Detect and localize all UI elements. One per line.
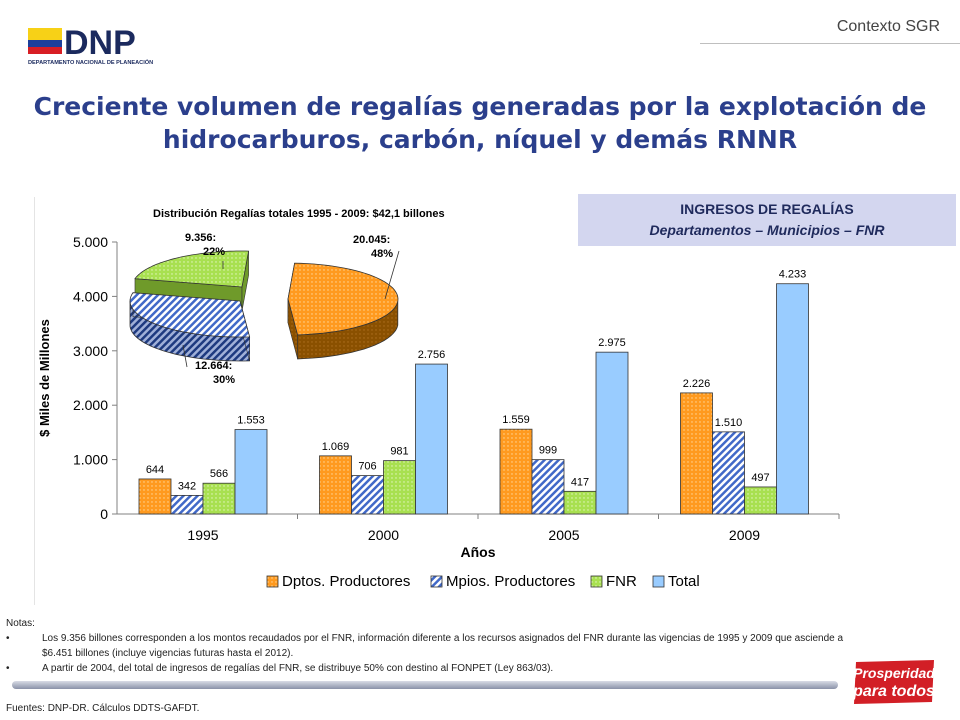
ingresos-subtitle: Departamentos – Municipios – FNR (649, 222, 885, 238)
pie-slice-value: 20.045: (353, 234, 390, 246)
y-tick-label: 3.000 (73, 343, 108, 359)
bar-data-label: 706 (358, 461, 376, 473)
legend-swatch (266, 575, 279, 588)
bar-total (415, 363, 448, 515)
bar-fnr (744, 486, 777, 515)
bar-dptos-productores (680, 392, 713, 515)
title-line-2: hidrocarburos, carbón, níquel y demás RN… (162, 125, 798, 154)
bar-mpios-productores (170, 494, 204, 515)
legend-swatch (652, 575, 665, 588)
y-tick-label: 4.000 (73, 288, 108, 304)
pie-slice-percent: 30% (213, 374, 235, 386)
bar-data-label: 1.553 (237, 415, 265, 427)
x-tick-label: 1995 (187, 527, 218, 543)
bar-fnr (383, 460, 416, 515)
x-axis-label: Años (461, 544, 496, 560)
note-text: Los 9.356 billones corresponden a los mo… (42, 633, 844, 659)
legend-swatch (430, 575, 443, 588)
prosperidad-logo: Prosperidad para todos (852, 660, 935, 704)
logo-text: DNP (64, 24, 136, 62)
bar-data-label: 999 (539, 445, 557, 457)
page-title: Creciente volumen de regalías generadas … (30, 90, 930, 156)
bar-data-label: 2.756 (418, 349, 446, 361)
y-tick-label: 1.000 (73, 452, 108, 468)
bar-dptos-productores (138, 478, 172, 515)
section-label: Contexto SGR (836, 18, 940, 35)
title-line-1: Creciente volumen de regalías generadas … (33, 92, 927, 121)
section-divider (700, 43, 960, 44)
bar-data-label: 981 (390, 446, 408, 458)
chart-area: 0 1.000 2.000 3.000 4.000 5.000 $ Miles de Mil… (34, 197, 840, 605)
regalias-chart: 0 1.000 2.000 3.000 4.000 5.000 $ Miles de Mil… (37, 208, 840, 590)
ingresos-title: INGRESOS DE REGALÍAS (680, 201, 854, 217)
pie-title: Distribución Regalías totales 1995 - 200… (153, 208, 445, 220)
note-item: • A partir de 2004, del total de ingresos… (6, 661, 866, 676)
bar-dptos-productores (499, 428, 533, 515)
bar-total (234, 429, 268, 515)
pie-slice (129, 292, 251, 338)
y-tick-label: 0 (100, 506, 108, 522)
y-tick-label: 5.000 (73, 234, 108, 250)
bar-fnr (202, 482, 236, 515)
note-bullet: • (6, 663, 10, 674)
legend-label: Dptos. Productores (282, 573, 410, 590)
legend-swatch (590, 575, 603, 588)
bar-data-label: 4.233 (779, 269, 807, 281)
pie-slice (287, 262, 399, 336)
pie-slice-value: 9.356: (185, 232, 216, 244)
bar-dptos-productores (319, 455, 352, 515)
bar-mpios-productores (712, 431, 745, 515)
x-tick-label: 2000 (368, 527, 399, 543)
footer-divider (12, 681, 838, 689)
pie-slice-percent: 48% (371, 248, 393, 260)
notes-section: Notas: • Los 9.356 billones corresponden … (6, 616, 866, 676)
note-bullet: • (6, 633, 10, 644)
y-tick-label: 2.000 (73, 397, 108, 413)
pie-slice (134, 250, 250, 288)
pie-slice-percent: 22% (203, 246, 225, 258)
bar-fnr (563, 490, 597, 515)
dnp-logo: DNP DEPARTAMENTO NACIONAL DE PLANEACIÓN (28, 24, 153, 66)
note-item: • Los 9.356 billones corresponden a los m… (6, 631, 866, 661)
legend-label: Total (668, 573, 700, 590)
pie-slice-value: 12.664: (195, 360, 232, 372)
pie-leader-line (182, 344, 188, 368)
note-text: A partir de 2004, del total de ingresos … (42, 663, 554, 674)
bar-total (776, 283, 809, 515)
pie-leader-line (384, 250, 400, 300)
brand-line-1: Prosperidad (853, 665, 935, 681)
ingresos-box: INGRESOS DE REGALÍAS Departamentos – Mun… (578, 194, 956, 246)
bar-data-label: 2.975 (598, 337, 626, 349)
bar-mpios-productores (531, 459, 565, 515)
notes-heading: Notas: (6, 618, 35, 629)
bar-data-label: 644 (146, 464, 164, 476)
bar-total (595, 351, 629, 515)
x-tick-label: 2009 (729, 527, 760, 543)
x-tick-label: 2005 (548, 527, 579, 543)
bar-data-label: 1.069 (322, 441, 350, 453)
bar-data-label: 1.510 (715, 417, 743, 429)
legend-label: Mpios. Productores (446, 573, 575, 590)
sources-text: Fuentes: DNP-DR. Cálculos DDTS-GAFDT. (6, 703, 200, 714)
bar-data-label: 342 (178, 480, 196, 492)
bar-data-label: 2.226 (683, 378, 711, 390)
bar-data-label: 497 (751, 472, 769, 484)
y-axis-label: $ Miles de Millones (37, 319, 52, 437)
bar-mpios-productores (351, 475, 384, 515)
bar-data-label: 417 (571, 476, 589, 488)
bar-data-label: 566 (210, 468, 228, 480)
brand-line-2: para todos (852, 683, 935, 700)
logo-subtext: DEPARTAMENTO NACIONAL DE PLANEACIÓN (28, 58, 153, 66)
legend-label: FNR (606, 573, 637, 590)
bar-data-label: 1.559 (502, 414, 530, 426)
